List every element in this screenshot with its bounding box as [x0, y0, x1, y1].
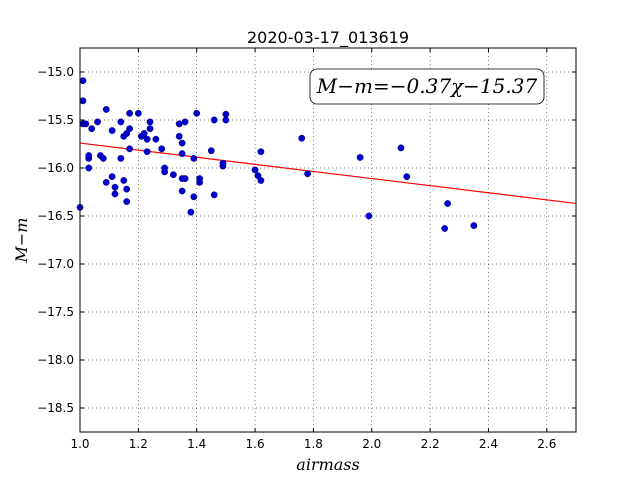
data-point [134, 109, 142, 117]
data-point [79, 77, 87, 85]
data-point [178, 187, 186, 195]
y-tick-label: −17.0 [37, 257, 74, 271]
data-point [441, 225, 449, 232]
data-point [111, 183, 119, 191]
data-point [126, 145, 134, 153]
data-point [187, 208, 195, 216]
data-point [210, 191, 218, 199]
data-point [102, 106, 110, 113]
data-point [152, 135, 160, 143]
data-point [126, 125, 134, 133]
scatter-points [76, 77, 478, 232]
x-tick-label: 2.4 [479, 437, 498, 451]
equation-box: M−m=−0.37χ−15.37 [309, 68, 545, 105]
x-tick-label: 2.6 [537, 437, 556, 451]
data-point [143, 148, 151, 156]
data-point [470, 222, 478, 230]
data-point [304, 170, 311, 178]
data-point [140, 130, 148, 137]
x-tick-label: 1.2 [129, 437, 148, 451]
x-tick-label: 2.2 [421, 437, 440, 451]
data-point [126, 109, 134, 117]
data-point [146, 118, 154, 126]
data-point [178, 139, 186, 147]
data-point [158, 145, 166, 153]
data-point [257, 177, 265, 184]
data-point [146, 125, 154, 133]
y-tick-label: −18.5 [37, 401, 74, 415]
y-tick-label: −17.5 [37, 305, 74, 319]
data-point [444, 200, 452, 207]
data-point [123, 198, 131, 206]
ticks: 1.0 1.2 1.4 1.6 1.8 2.0 2.2 2.4 2.6 −15.0 −15.5 −16… [37, 48, 576, 451]
data-point [222, 110, 230, 118]
data-point [207, 147, 215, 155]
y-tick-label: −15.0 [37, 65, 74, 79]
x-tick-label: 2.0 [362, 437, 381, 451]
data-point [193, 109, 201, 117]
data-point [257, 148, 265, 156]
data-point [82, 120, 90, 128]
data-point [365, 212, 373, 220]
plot-frame [79, 47, 577, 433]
data-point [85, 164, 93, 172]
data-point [190, 154, 198, 162]
data-point [143, 135, 151, 143]
y-axis-label: M−m [12, 218, 31, 264]
data-point [196, 178, 204, 186]
x-tick-label: 1.4 [187, 437, 206, 451]
data-point [108, 173, 116, 181]
data-point [219, 159, 227, 167]
data-point [178, 150, 186, 158]
data-point [161, 164, 169, 172]
data-point [181, 175, 189, 182]
y-tick-label: −18.0 [37, 353, 74, 367]
x-tick-label: 1.8 [304, 437, 323, 451]
y-tick-label: −16.5 [37, 209, 74, 223]
data-point [88, 125, 96, 133]
data-point [120, 177, 128, 184]
data-point [181, 118, 189, 126]
fit-line [79, 142, 577, 205]
data-point [298, 134, 306, 142]
data-point [397, 144, 405, 152]
data-point [175, 120, 183, 128]
x-tick-label: 1.6 [246, 437, 265, 451]
data-point [111, 190, 119, 198]
equation-box-border [309, 68, 545, 105]
data-point [190, 193, 198, 201]
data-point [94, 118, 101, 126]
data-point [117, 118, 125, 126]
data-point [251, 166, 259, 174]
chart-title: 2020-03-17_013619 [247, 28, 409, 48]
data-point [356, 154, 364, 161]
x-axis-label: airmass [296, 455, 359, 474]
y-tick-label: −16.0 [37, 161, 74, 175]
fit-line-group [79, 142, 577, 205]
data-point [108, 127, 116, 134]
data-point [117, 154, 125, 162]
y-tick-label: −15.5 [37, 113, 74, 127]
data-point [85, 152, 93, 159]
data-point [169, 171, 177, 179]
data-point [102, 178, 110, 186]
x-tick-label: 1.0 [70, 437, 89, 451]
data-point [79, 97, 87, 105]
data-point [123, 185, 131, 193]
fit-equation: M−m=−0.37χ−15.37 [316, 74, 538, 98]
data-point [99, 154, 107, 162]
data-point [403, 173, 411, 181]
data-point [175, 132, 183, 140]
plot-area [80, 48, 576, 432]
data-point [222, 116, 230, 124]
data-point [210, 116, 218, 124]
